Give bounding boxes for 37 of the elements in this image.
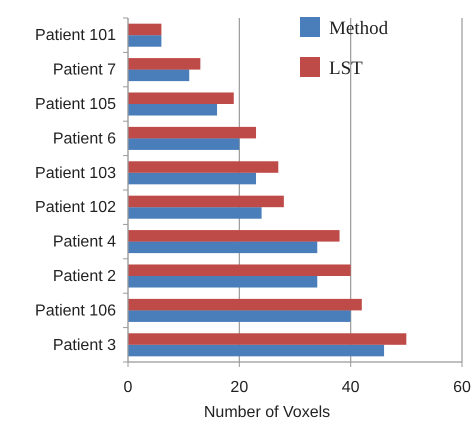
- bar: [128, 35, 162, 47]
- y-tick-label: Patient 101: [35, 27, 116, 44]
- bar: [128, 92, 234, 104]
- y-tick-label: Patient 6: [52, 130, 116, 148]
- bar: [128, 104, 218, 116]
- bar: [128, 126, 256, 138]
- bar: [128, 24, 162, 36]
- bar: [128, 333, 406, 345]
- bar: [128, 58, 200, 70]
- y-tick-label: Patient 2: [52, 268, 116, 285]
- y-tick-label: Patient 4: [52, 234, 116, 251]
- y-tick-label: Patient 7: [52, 62, 116, 79]
- x-tick-label: 0: [124, 379, 133, 396]
- x-tick-label: 60: [453, 379, 471, 396]
- bar: [128, 172, 256, 184]
- bar: [128, 276, 318, 288]
- y-tick-label: Patient 105: [35, 96, 116, 113]
- y-tick-label: Patient 106: [35, 302, 116, 320]
- bar: [128, 196, 284, 208]
- legend-label: LST: [329, 58, 364, 79]
- bar: [128, 207, 262, 219]
- bar: [128, 70, 190, 82]
- bar: [128, 264, 351, 276]
- bar: [128, 161, 278, 173]
- bar: [128, 230, 340, 242]
- bar: [128, 242, 318, 254]
- bar: [128, 310, 351, 322]
- y-tick-label: Patient 3: [52, 336, 116, 354]
- bar: [128, 344, 384, 356]
- x-axis-title: Number of Voxels: [204, 404, 330, 421]
- y-tick-label: Patient 103: [35, 164, 116, 182]
- y-tick-label: Patient 102: [35, 199, 116, 216]
- bar: [128, 138, 240, 150]
- x-tick-label: 40: [342, 379, 360, 396]
- bar: [128, 298, 362, 310]
- legend-label: Method: [329, 18, 389, 39]
- x-tick-label: 20: [230, 379, 248, 396]
